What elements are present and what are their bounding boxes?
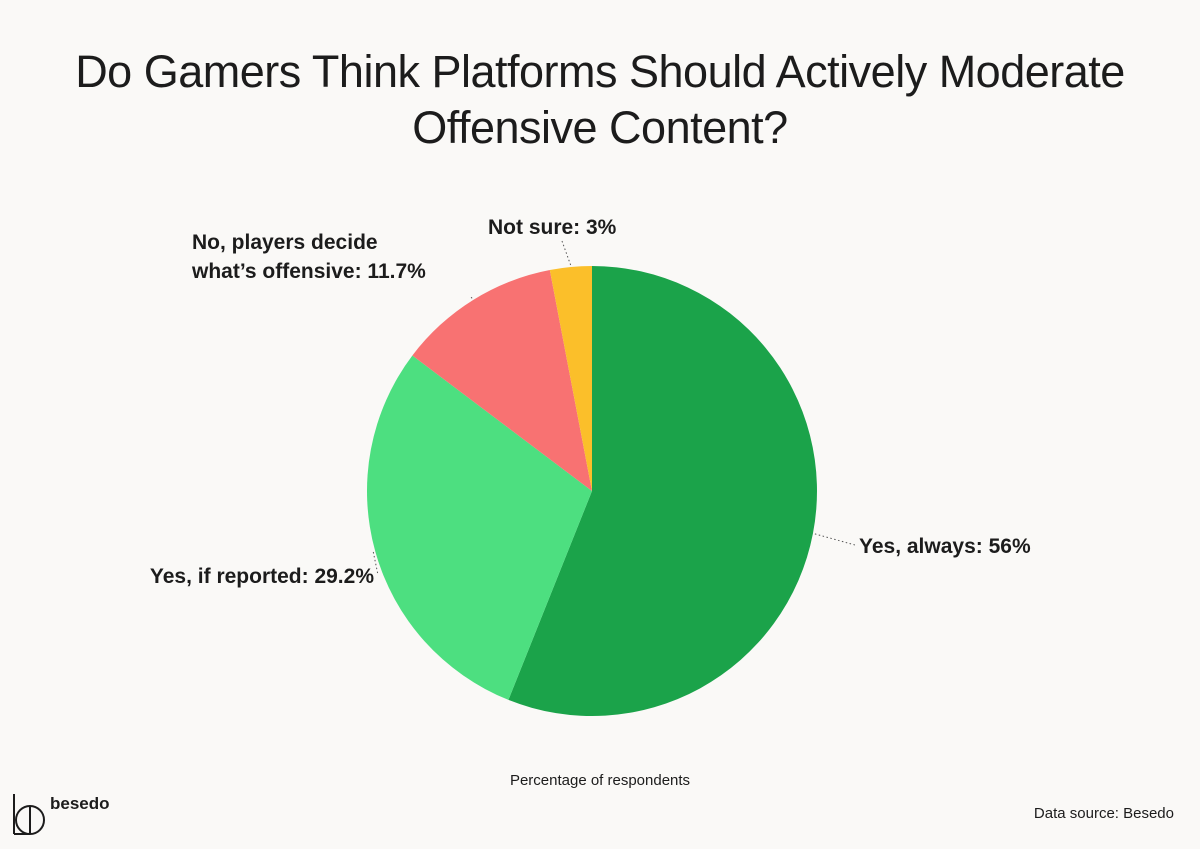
- brand-logo: besedo: [12, 793, 110, 835]
- axis-note: Percentage of respondents: [509, 772, 691, 789]
- leader-line-not-sure: [561, 240, 572, 266]
- chart-title-line-2: Offensive Content?: [412, 102, 788, 153]
- slice-label-no-players-decide-line-1: No, players decide: [192, 231, 378, 254]
- pie-slice-not-sure: [549, 266, 592, 491]
- pie-slice-yes-if-reported: [367, 355, 592, 700]
- slice-label-no-players-decide-line-2: what’s offensive: 11.7%: [191, 260, 426, 283]
- chart-title-line-1: Do Gamers Think Platforms Should Activel…: [75, 46, 1125, 97]
- besedo-logo-icon: [13, 794, 45, 835]
- pie-slice-yes-always: [508, 266, 817, 716]
- pie-slices: [367, 266, 817, 716]
- pie-slice-no-players-decide-what-s-offensive: [412, 269, 592, 491]
- slice-label-not-sure: Not sure: 3%: [488, 216, 617, 239]
- data-source: Data source: Besedo: [1033, 805, 1174, 822]
- slice-label-yes-always: Yes, always: 56%: [859, 535, 1031, 558]
- leader-line-yes-always: [814, 533, 856, 546]
- brand-logo-text: besedo: [50, 794, 110, 813]
- label-leader-lines: [372, 240, 856, 576]
- chart-title: Do Gamers Think Platforms Should Activel…: [0, 44, 1200, 156]
- slice-label-yes-if-reported: Yes, if reported: 29.2%: [150, 565, 374, 588]
- leader-line-no-players-decide: [469, 295, 473, 299]
